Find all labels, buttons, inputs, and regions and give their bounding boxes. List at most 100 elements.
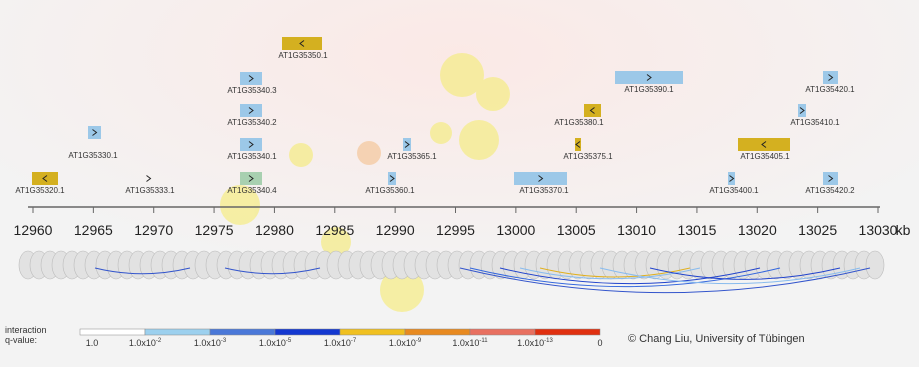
strand-arrow — [538, 175, 544, 182]
legend-label-base: 1.0x10 — [517, 338, 544, 348]
strand-arrow — [248, 75, 254, 82]
gene-box — [584, 104, 601, 117]
strand-arrow — [146, 175, 152, 182]
legend-label-exp: -9 — [416, 338, 422, 344]
gene-label: AT1G35380.1 — [554, 118, 604, 127]
axis-tick-label: 12990 — [376, 222, 415, 238]
gene-box — [240, 172, 262, 185]
axis-tick-label: 13010 — [617, 222, 656, 238]
strand-arrow — [828, 74, 834, 81]
gene-box — [388, 172, 396, 185]
legend-label-base: 1.0x10 — [452, 338, 479, 348]
axis-tick-label: 12975 — [195, 222, 234, 238]
gene-label: AT1G35410.1 — [790, 118, 840, 127]
gene-label: AT1G35350.1 — [278, 51, 328, 60]
axis-tick-label: 12995 — [436, 222, 475, 238]
interaction-arc — [539, 267, 691, 278]
strand-arrow — [404, 141, 410, 148]
legend-label: 1.0 — [86, 338, 99, 348]
gene-label: AT1G35330.1 — [68, 151, 118, 160]
strand-arrow — [729, 175, 735, 182]
legend-label: 1.0x10-9 — [389, 338, 422, 348]
legend-swatch — [79, 328, 146, 336]
strand-arrow — [828, 175, 834, 182]
legend-title: q-value: — [5, 335, 37, 345]
legend-label: 1.0x10-5 — [259, 338, 292, 348]
legend-label-exp: -13 — [544, 338, 553, 344]
legend-label: 1.0x10-2 — [129, 338, 162, 348]
legend-title: interaction — [5, 325, 47, 335]
axis-tick-label: 12970 — [134, 222, 173, 238]
legend-label-exp: -5 — [286, 338, 292, 344]
gene-label: AT1G35405.1 — [740, 152, 790, 161]
gene-box — [728, 172, 735, 185]
legend-label: 1.0x10-7 — [324, 338, 357, 348]
axis-tick-label: 12965 — [74, 222, 113, 238]
legend-swatch — [534, 328, 601, 336]
axis-tick-label: 13000 — [496, 222, 535, 238]
strand-arrow — [799, 107, 805, 114]
legend-label-base: 1.0x10 — [194, 338, 221, 348]
gene-label: AT1G35390.1 — [624, 85, 674, 94]
gene-box — [240, 104, 262, 117]
legend-swatch — [144, 328, 211, 336]
gene-label: AT1G35340.2 — [227, 118, 277, 127]
bin — [865, 250, 885, 280]
legend-label: 1.0x10-13 — [517, 338, 553, 348]
legend-swatch — [339, 328, 406, 336]
strand-arrow — [761, 141, 767, 148]
legend-label-base: 1.0x10 — [259, 338, 286, 348]
gene-label: AT1G35340.4 — [227, 186, 277, 195]
axis-tick-label: 12980 — [255, 222, 294, 238]
legend-label-base: 1.0x10 — [389, 338, 416, 348]
axis-tick-label: 13030 — [859, 222, 898, 238]
legend-swatch — [404, 328, 471, 336]
gene-box — [88, 126, 101, 139]
gene-box — [403, 138, 411, 151]
legend-label: 1.0x10-3 — [194, 338, 227, 348]
gene-box — [798, 104, 806, 117]
strand-arrow — [248, 107, 254, 114]
gene-label: AT1G35400.1 — [709, 186, 759, 195]
interaction-arc — [499, 267, 761, 285]
gene-box — [282, 37, 322, 50]
gene-box — [514, 172, 567, 185]
interaction-track — [18, 250, 885, 294]
gene-label: AT1G35420.1 — [805, 85, 855, 94]
strand-arrow — [42, 175, 48, 182]
legend-label: 1.0x10-11 — [452, 338, 488, 348]
strand-arrow — [92, 129, 98, 136]
legend-swatch — [209, 328, 276, 336]
axis-unit: kb — [896, 222, 911, 238]
axis-tick-label: 13005 — [557, 222, 596, 238]
gene-label: AT1G35340.1 — [227, 152, 277, 161]
background-blobs — [220, 53, 510, 312]
strand-arrow — [389, 175, 395, 182]
legend-swatch — [469, 328, 536, 336]
interaction-arc — [519, 267, 701, 280]
gene-box — [240, 138, 262, 151]
gene-label: AT1G35370.1 — [519, 186, 569, 195]
interaction-arc — [224, 267, 321, 275]
gene-label: AT1G35360.1 — [365, 186, 415, 195]
interaction-arc — [94, 267, 191, 275]
gene-box — [615, 71, 683, 84]
axis-tick-label: 13020 — [738, 222, 777, 238]
legend-label-exp: -2 — [156, 338, 162, 344]
axis-tick-label: 12985 — [315, 222, 354, 238]
gene-label: AT1G35333.1 — [125, 186, 175, 195]
gene-box — [823, 71, 838, 84]
legend-swatch — [274, 328, 341, 336]
gene-box — [575, 138, 581, 151]
strand-arrow — [248, 175, 254, 182]
credit: © Chang Liu, University of Tübingen — [628, 333, 805, 345]
axis-tick-label: 13015 — [677, 222, 716, 238]
strand-arrow — [646, 74, 652, 81]
axis-tick-label: 13025 — [798, 222, 837, 238]
gene-label: AT1G35320.1 — [15, 186, 65, 195]
legend-label-exp: -3 — [221, 338, 227, 344]
gene-box — [240, 72, 262, 85]
legend-label-exp: -7 — [351, 338, 357, 344]
legend-label-base: 1.0x10 — [129, 338, 156, 348]
